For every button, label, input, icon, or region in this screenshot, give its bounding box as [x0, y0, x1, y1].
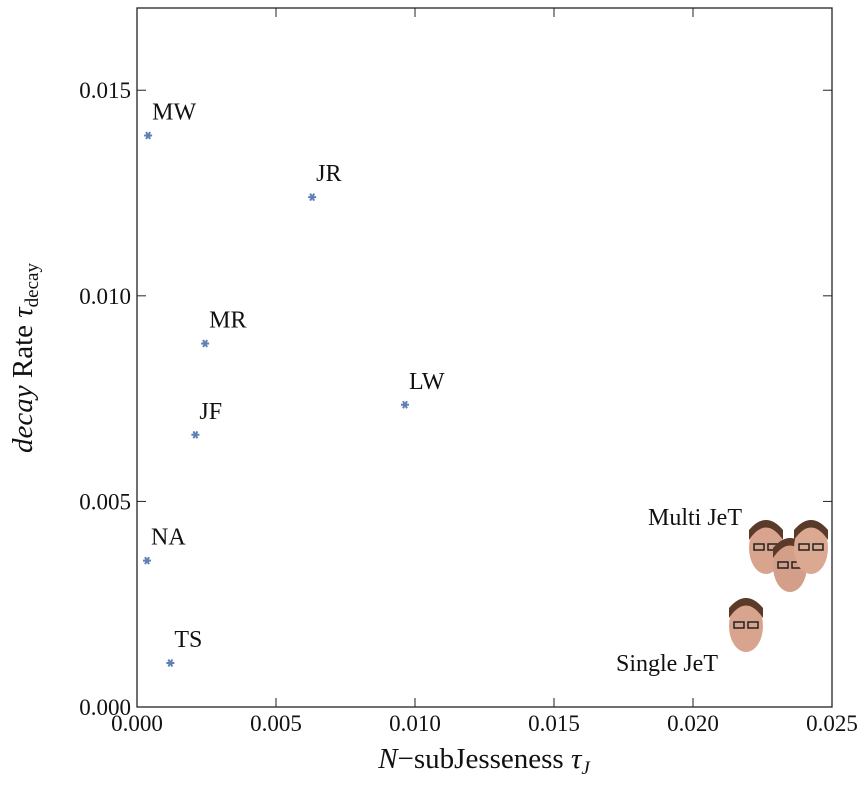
face [794, 520, 828, 574]
point [400, 400, 409, 409]
point [201, 339, 210, 348]
y-tick-label: 0.000 [79, 695, 131, 720]
x-tick-label: 0.000 [111, 711, 163, 736]
point-label: MR [209, 308, 246, 334]
x-label-symbol: τ [571, 743, 583, 775]
face-icons [729, 520, 828, 652]
x-tick-label: 0.005 [250, 711, 302, 736]
y-axis-label: decay Rate τdecay [7, 263, 43, 453]
annotation: Single JeT [616, 651, 718, 677]
point [166, 659, 175, 667]
point [144, 131, 153, 140]
point [191, 430, 200, 439]
x-label-italic: N [377, 743, 399, 775]
point-label: MW [152, 99, 196, 125]
x-label-text: −subJesseness [398, 743, 571, 775]
y-label-italic: decay [7, 385, 39, 453]
point [308, 193, 317, 202]
y-label-text: Rate [7, 318, 39, 386]
x-tick-label: 0.020 [667, 711, 719, 736]
point-label: JF [199, 399, 222, 425]
y-tick-label: 0.010 [79, 284, 131, 309]
y-label-symbol: τ [7, 306, 39, 318]
x-tick-label: 0.025 [806, 711, 858, 736]
point-label: TS [174, 627, 202, 653]
y-label-sub: decay [22, 263, 43, 308]
x-tick-label: 0.010 [389, 711, 441, 736]
x-label-sub: J [581, 758, 591, 779]
point-label: JR [316, 161, 341, 187]
plot-frame [136, 7, 833, 708]
y-tick-label: 0.015 [79, 78, 131, 103]
point-label: LW [409, 369, 445, 395]
x-tick-label: 0.015 [528, 711, 580, 736]
y-tick-label: 0.005 [79, 489, 131, 514]
annotation: Multi JeT [648, 505, 742, 531]
point [143, 556, 152, 565]
x-axis-label: N−subJesseness τJ [377, 743, 591, 779]
point-label: NA [151, 525, 186, 551]
face [729, 598, 763, 652]
